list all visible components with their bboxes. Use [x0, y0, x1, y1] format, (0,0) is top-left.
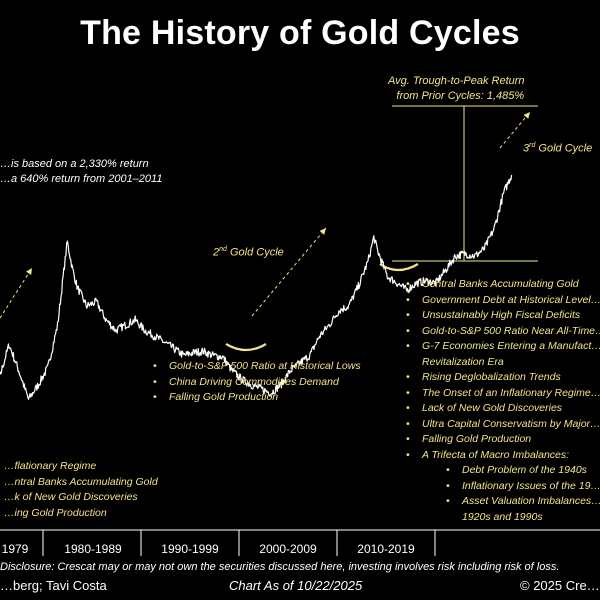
list-item: Ultra Capital Conservatism by Major…: [406, 417, 600, 433]
source-text: …berg; Tavi Costa: [0, 578, 107, 593]
chart-frame: [0, 529, 600, 556]
chart-date-text: Chart As of 10/22/2025: [229, 578, 363, 593]
list-item: Lack of New Gold Discoveries: [406, 401, 600, 417]
list-item: Inflationary Issues of the 19…: [406, 479, 600, 495]
x-tick-label: 1990-1999: [161, 542, 219, 556]
list-item: Rising Deglobalization Trends: [406, 370, 600, 386]
trough-to-peak-line-2: from Prior Cycles: 1,485%: [396, 90, 525, 102]
list-item: Falling Gold Production: [406, 432, 600, 448]
list-item: A Trifecta of Macro Imbalances:: [406, 448, 600, 464]
list-item: 1920s and 1990s: [462, 510, 543, 523]
first-cycle-bullets: …flationary Regime …ntral Banks Accumula…: [0, 459, 158, 521]
list-item: Gold-to-S&P 500 Ratio at Historical Lows: [153, 359, 361, 375]
list-item: …flationary Regime: [0, 459, 158, 475]
list-item: China Driving Commodities Demand: [153, 375, 361, 391]
first-cycle-arrow: [0, 267, 33, 319]
second-cycle-trough-arc: [225, 343, 267, 352]
list-item: …ntral Banks Accumulating Gold: [0, 475, 158, 491]
list-item: G-7 Economies Entering a Manufact…: [406, 339, 600, 355]
disclosure-text: Disclosure: Crescat may or may not own t…: [0, 561, 560, 573]
list-item: Revitalization Era: [422, 355, 504, 368]
list-item: …ing Gold Production: [0, 506, 158, 522]
first-cycle-note-line-2: …a 640% return from 2001–2011: [0, 173, 163, 185]
list-item: …k of New Gold Discoveries: [0, 490, 158, 506]
list-item: Central Banks Accumulating Gold: [406, 277, 600, 293]
trough-to-peak-line-1: Avg. Trough-to-Peak Return: [388, 75, 525, 87]
list-item: Government Debt at Historical Level…: [406, 293, 600, 309]
arrow-head: [319, 228, 326, 235]
list-item: The Onset of an Inflationary Regime…: [406, 386, 600, 402]
list-item: Falling Gold Production: [153, 390, 361, 406]
trough-to-peak-annotation: Avg. Trough-to-Peak Return from Prior Cy…: [388, 74, 525, 104]
x-tick-label: 1980-1989: [64, 542, 122, 556]
arrow-head: [26, 268, 32, 275]
third-cycle-label: 3rd Gold Cycle: [523, 142, 593, 155]
second-cycle-bullets: Gold-to-S&P 500 Ratio at Historical Lows…: [153, 359, 361, 406]
copyright-text: © 2025 Cre…: [520, 578, 600, 593]
second-cycle-arrow: [251, 227, 327, 317]
x-tick-label: 2010-2019: [357, 542, 415, 556]
list-item: Unsustainably High Fiscal Deficits: [406, 308, 600, 324]
first-cycle-note: …is based on a 2,330% return …a 640% ret…: [0, 157, 162, 187]
chart-title: The History of Gold Cycles: [80, 14, 520, 52]
list-item: Asset Valuation Imbalances…: [406, 494, 600, 510]
arrow-head: [523, 112, 530, 119]
first-cycle-note-line-1: …is based on a 2,330% return: [0, 158, 149, 170]
x-tick-label: 1979: [1, 542, 29, 556]
second-cycle-label: 2nd Gold Cycle: [213, 246, 284, 259]
third-cycle-arrow: [499, 111, 531, 149]
list-item: Gold-to-S&P 500 Ratio Near All-Time…: [406, 324, 600, 340]
third-cycle-bullets: Central Banks Accumulating Gold Governme…: [406, 277, 600, 525]
x-tick-label: 2000-2009: [259, 542, 317, 556]
list-item: Debt Problem of the 1940s: [406, 463, 600, 479]
